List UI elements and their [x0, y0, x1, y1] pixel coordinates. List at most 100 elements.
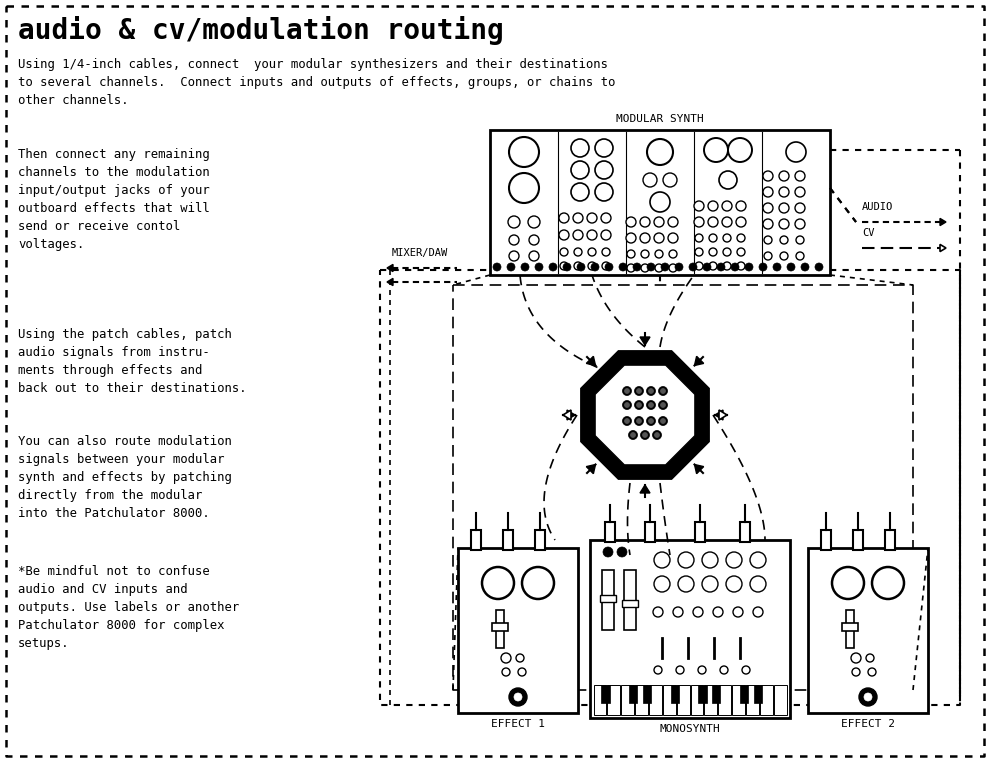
Bar	[718, 685, 731, 715]
Circle shape	[689, 263, 697, 271]
Circle shape	[646, 386, 655, 395]
Circle shape	[661, 263, 669, 271]
Bar	[605, 522, 615, 542]
Circle shape	[779, 187, 789, 197]
Circle shape	[759, 263, 767, 271]
Circle shape	[625, 389, 630, 393]
Bar	[690, 685, 703, 715]
Circle shape	[678, 576, 694, 592]
Circle shape	[859, 688, 877, 706]
Circle shape	[643, 433, 647, 437]
Circle shape	[779, 203, 789, 213]
Circle shape	[648, 389, 653, 393]
Text: AUDIO: AUDIO	[862, 202, 893, 212]
Circle shape	[795, 203, 805, 213]
Circle shape	[720, 666, 728, 674]
Polygon shape	[695, 465, 704, 474]
Circle shape	[629, 431, 638, 440]
Bar	[602, 570, 614, 630]
Text: EFFECT 1: EFFECT 1	[491, 719, 545, 729]
Circle shape	[719, 171, 737, 189]
Circle shape	[713, 607, 723, 617]
Circle shape	[635, 401, 644, 409]
Circle shape	[764, 252, 772, 260]
Circle shape	[648, 418, 653, 424]
Circle shape	[703, 263, 711, 271]
Circle shape	[669, 250, 677, 258]
Circle shape	[635, 417, 644, 425]
Circle shape	[617, 547, 627, 557]
Circle shape	[652, 431, 661, 440]
Circle shape	[673, 607, 683, 617]
Bar	[648, 685, 661, 715]
Polygon shape	[582, 352, 708, 478]
Bar	[593, 685, 606, 715]
Circle shape	[516, 654, 524, 662]
Circle shape	[708, 217, 718, 227]
Circle shape	[559, 230, 569, 240]
Bar	[662, 685, 675, 715]
Circle shape	[832, 567, 864, 599]
Circle shape	[709, 262, 717, 270]
Circle shape	[637, 389, 642, 393]
Circle shape	[654, 233, 664, 243]
Bar	[607, 685, 620, 715]
Circle shape	[648, 402, 653, 408]
Circle shape	[801, 263, 809, 271]
Bar	[821, 530, 831, 550]
Circle shape	[601, 230, 611, 240]
Circle shape	[668, 217, 678, 227]
Circle shape	[509, 251, 519, 261]
Circle shape	[737, 248, 745, 256]
Circle shape	[851, 653, 861, 663]
Circle shape	[626, 233, 636, 243]
Circle shape	[482, 567, 514, 599]
Circle shape	[695, 262, 703, 270]
Circle shape	[509, 688, 527, 706]
Bar	[704, 685, 717, 715]
Bar	[885, 530, 895, 550]
Circle shape	[595, 139, 613, 157]
Circle shape	[507, 263, 515, 271]
Circle shape	[654, 217, 664, 227]
Circle shape	[702, 552, 718, 568]
Bar	[745, 685, 758, 715]
Circle shape	[868, 668, 876, 676]
Circle shape	[625, 418, 630, 424]
Circle shape	[640, 217, 650, 227]
Circle shape	[637, 402, 642, 408]
Circle shape	[660, 389, 665, 393]
Circle shape	[623, 386, 632, 395]
Circle shape	[647, 263, 655, 271]
Bar	[643, 685, 651, 703]
Text: You can also route modulation
signals between your modular
synth and effects by : You can also route modulation signals be…	[18, 435, 232, 520]
Circle shape	[650, 192, 670, 212]
Circle shape	[535, 263, 543, 271]
Bar	[753, 685, 762, 703]
Circle shape	[709, 248, 717, 256]
Circle shape	[601, 213, 611, 223]
Circle shape	[658, 417, 667, 425]
Circle shape	[722, 201, 732, 211]
Circle shape	[787, 263, 795, 271]
Circle shape	[602, 262, 610, 270]
Circle shape	[796, 236, 804, 244]
Circle shape	[588, 248, 596, 256]
Circle shape	[529, 235, 539, 245]
Bar	[759, 685, 772, 715]
Circle shape	[573, 230, 583, 240]
Polygon shape	[695, 357, 704, 366]
Circle shape	[595, 161, 613, 179]
Circle shape	[702, 576, 718, 592]
Circle shape	[654, 552, 670, 568]
Circle shape	[573, 213, 583, 223]
Bar	[496, 610, 504, 648]
Circle shape	[763, 203, 773, 213]
Circle shape	[786, 142, 806, 162]
Circle shape	[795, 219, 805, 229]
Circle shape	[753, 607, 763, 617]
Circle shape	[571, 183, 589, 201]
Circle shape	[623, 417, 632, 425]
Bar	[670, 685, 679, 703]
Circle shape	[627, 264, 635, 272]
